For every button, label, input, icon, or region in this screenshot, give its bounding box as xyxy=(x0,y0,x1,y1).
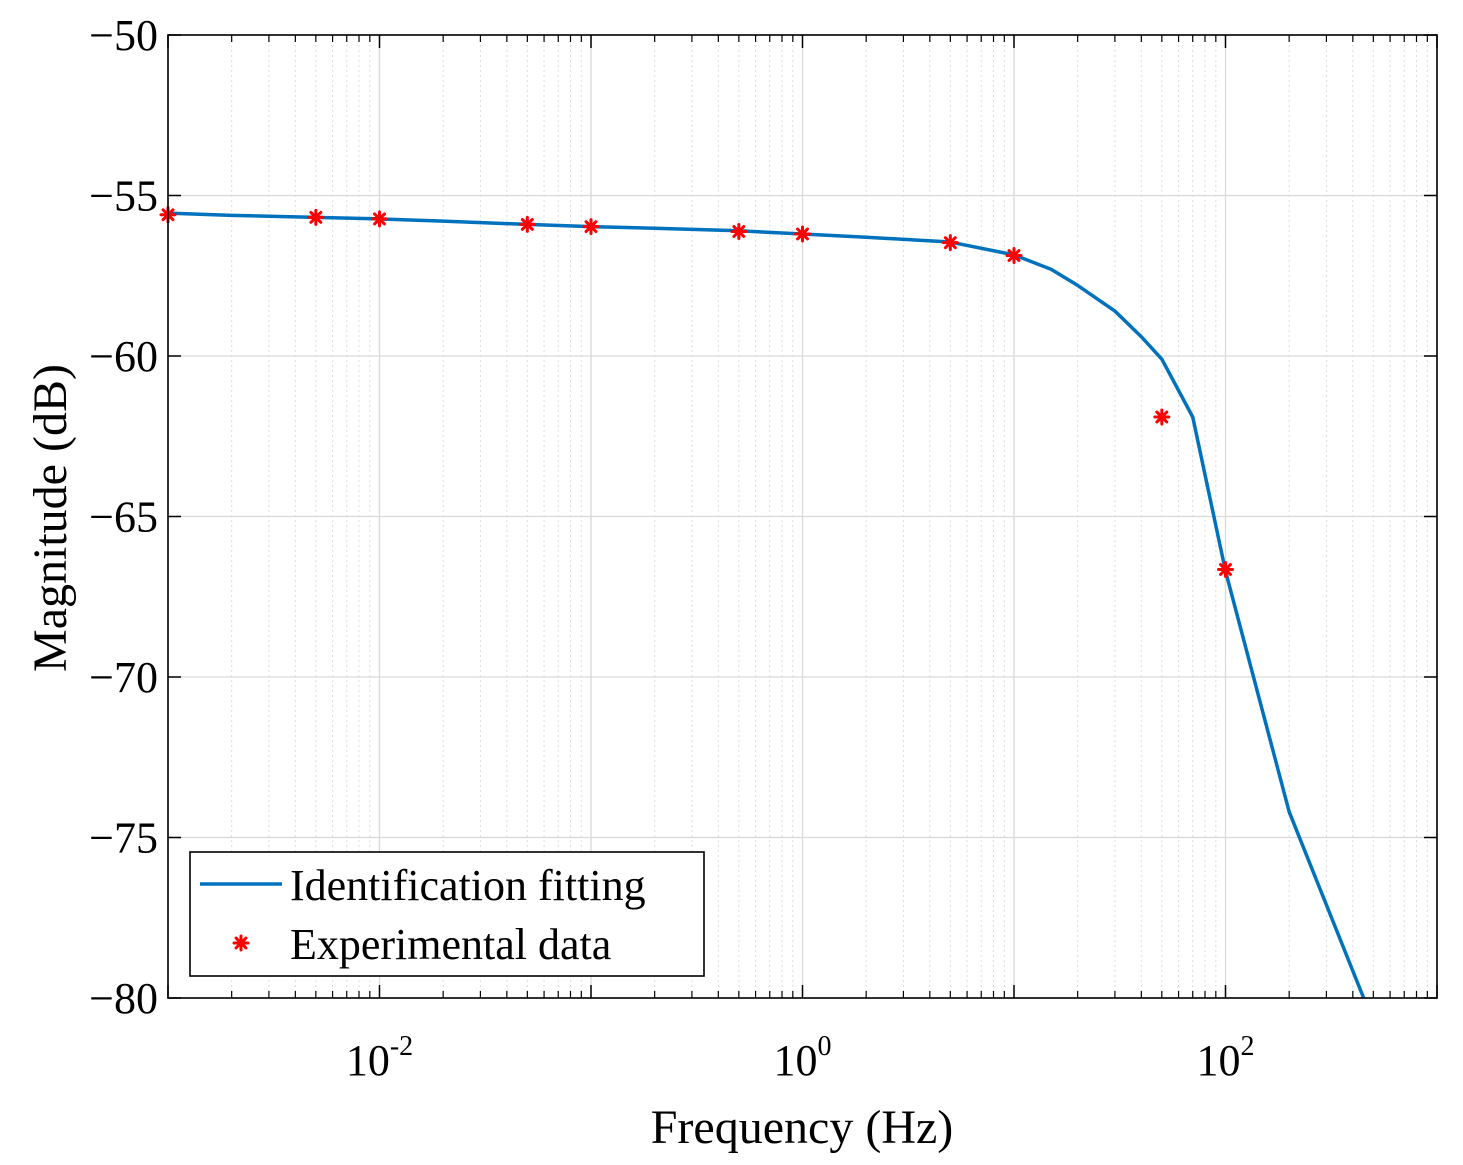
x-tick-base: 10 xyxy=(1197,1036,1241,1085)
marker-center xyxy=(376,215,383,222)
x-tick-exponent: -2 xyxy=(390,1031,413,1062)
fit-line xyxy=(167,211,1366,999)
legend-box xyxy=(189,851,705,977)
axis-ticks xyxy=(167,34,1438,999)
marker-center xyxy=(1158,413,1165,420)
legend-marker-sample xyxy=(232,934,250,952)
marker-center xyxy=(1011,252,1017,259)
x-tick-base: 10 xyxy=(774,1036,818,1085)
data-point xyxy=(1153,408,1171,426)
marker-center xyxy=(312,214,319,221)
x-tick-labels: 10-2 100 102 xyxy=(346,1031,1255,1085)
x-tick-exponent: 2 xyxy=(1241,1031,1255,1062)
marker-center xyxy=(524,221,531,228)
legend-marker-star xyxy=(232,934,250,952)
y-tick-label: −50 xyxy=(89,11,158,60)
x-axis-title: Frequency (Hz) xyxy=(651,1101,954,1154)
y-tick-label: −80 xyxy=(89,974,158,1023)
marker-center xyxy=(947,239,954,246)
marker-center xyxy=(799,231,806,238)
y-tick-label: −70 xyxy=(89,653,158,702)
legend-label-fit: Identification fitting xyxy=(290,861,646,910)
data-point xyxy=(371,210,388,228)
data-point xyxy=(794,225,811,243)
y-tick-label: −75 xyxy=(89,814,158,863)
x-tick-base: 10 xyxy=(346,1036,390,1085)
x-tick-exponent: 0 xyxy=(818,1031,832,1062)
x-tick-label: 102 xyxy=(1197,1031,1255,1085)
data-point xyxy=(1217,560,1234,578)
data-point xyxy=(1005,247,1023,265)
marker-center xyxy=(588,223,594,230)
x-tick-label: 100 xyxy=(774,1031,832,1085)
fit-series xyxy=(167,211,1366,999)
legend: Identification fitting Experimental data xyxy=(189,851,705,977)
data-point xyxy=(582,218,600,236)
y-tick-label: −60 xyxy=(89,332,158,381)
data-point xyxy=(518,215,536,233)
y-tick-labels: −50 −55 −60 −65 −70 −75 −80 xyxy=(89,11,158,1023)
data-point xyxy=(730,222,748,240)
marker-center xyxy=(1222,566,1229,573)
marker-center xyxy=(238,940,244,946)
x-tick-label: 10-2 xyxy=(346,1031,413,1085)
y-tick-label: −65 xyxy=(89,493,158,542)
legend-label-data: Experimental data xyxy=(290,920,611,969)
y-tick-label: −55 xyxy=(89,172,158,221)
data-point xyxy=(941,234,959,252)
y-axis-title: Magnitude (dB) xyxy=(24,364,77,672)
marker-center xyxy=(735,228,742,235)
data-point xyxy=(307,208,325,226)
